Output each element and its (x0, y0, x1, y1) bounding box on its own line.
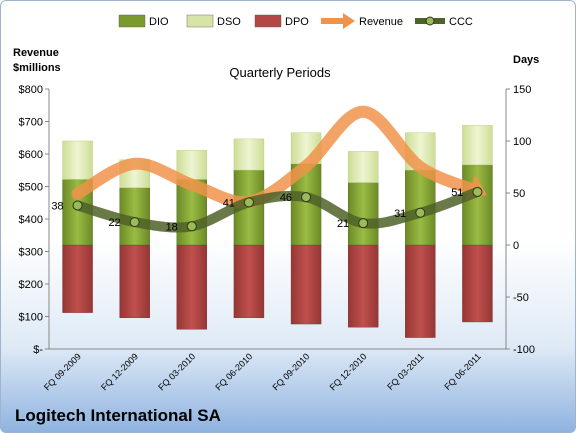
bar-dpo (462, 244, 493, 323)
left-tick-label: $800 (19, 84, 43, 96)
left-tick-label: $500 (19, 182, 43, 194)
left-tick-label: $200 (19, 279, 43, 291)
company-name: Logitech International SA (15, 406, 221, 425)
right-tick-label: 100 (513, 136, 531, 148)
ccc-data-label: 46 (280, 192, 292, 204)
left-tick-label: $600 (19, 149, 43, 161)
bar-dpo (62, 244, 93, 313)
ccc-point (301, 192, 312, 203)
left-tick-label: $700 (19, 117, 43, 129)
left-tick-label: $400 (19, 214, 43, 226)
ccc-data-label: 38 (51, 200, 63, 212)
bar-dio (347, 182, 379, 246)
legend-swatch (186, 14, 214, 28)
ccc-point (472, 186, 483, 197)
ccc-data-label: 31 (394, 208, 406, 220)
left-tick-label: $- (33, 344, 43, 356)
bar-dpo (290, 244, 322, 325)
legend-swatch-marker (425, 16, 435, 26)
legend: DIO DSO DPO Revenue CCC (118, 13, 473, 29)
category-label: FQ 12-2010 (328, 351, 369, 392)
ccc-point (358, 218, 369, 229)
right-tick-label: -100 (513, 344, 535, 356)
ccc-point (129, 217, 140, 228)
bar-dso (233, 138, 265, 171)
category-label: FQ 03-2010 (156, 351, 197, 392)
right-tick-label: 0 (513, 240, 519, 252)
legend-swatch (254, 14, 282, 28)
left-axis-title-line2: $millions (13, 62, 61, 74)
ccc-data-label: 21 (337, 218, 349, 230)
plot-area: $- $100 $200 $300 $400 $500 $600 $700 $800 -100 -5… (19, 84, 536, 392)
legend-swatch (118, 14, 146, 28)
left-tick-label: $300 (19, 247, 43, 259)
category-label: FQ 03-2011 (385, 351, 426, 392)
ccc-line (72, 186, 483, 233)
ccc-point (415, 207, 426, 218)
ccc-data-label: 18 (166, 221, 178, 233)
bar-dpo (176, 244, 208, 330)
category-label: FQ 12-2009 (99, 351, 140, 392)
legend-label: Revenue (359, 16, 403, 28)
left-axis-title-line1: Revenue (13, 47, 59, 59)
chart-title: Quarterly Periods (229, 65, 331, 80)
ccc-data-label: 41 (223, 197, 235, 209)
ccc-point (243, 197, 254, 208)
bar-dpo (405, 244, 436, 338)
left-tick-label: $100 (19, 312, 43, 324)
bar-dso (347, 151, 379, 183)
right-tick-label: 50 (513, 188, 525, 200)
right-tick-label: 150 (513, 84, 531, 96)
ccc-point (186, 221, 197, 232)
category-label: FQ 06-2011 (442, 351, 483, 392)
ccc-data-label: 51 (451, 187, 463, 199)
legend-label: DSO (217, 16, 241, 28)
legend-label: CCC (449, 16, 473, 28)
category-label: FQ 09-2010 (270, 351, 311, 392)
category-label: FQ 06-2010 (213, 351, 254, 392)
category-label: FQ 09-2009 (42, 351, 83, 392)
ccc-data-label: 22 (108, 217, 120, 229)
right-tick-label: -50 (513, 292, 529, 304)
legend-item: DPO (254, 14, 309, 28)
bar-dso (62, 140, 93, 180)
revenue-line (71, 105, 484, 209)
legend-item: Revenue (321, 13, 403, 29)
bar-dio (462, 164, 493, 246)
legend-label: DPO (285, 16, 309, 28)
legend-item: DSO (186, 14, 241, 28)
bar-dpo (119, 244, 150, 319)
bar-dpo (347, 244, 379, 328)
bar-dso (462, 125, 493, 166)
legend-label: DIO (149, 16, 169, 28)
right-axis-title: Days (513, 54, 539, 66)
legend-item: DIO (118, 14, 169, 28)
legend-item: CCC (415, 16, 473, 28)
legend-swatch-arrowhead (343, 13, 355, 29)
bar-dpo (233, 244, 265, 319)
ccc-point (72, 200, 83, 211)
